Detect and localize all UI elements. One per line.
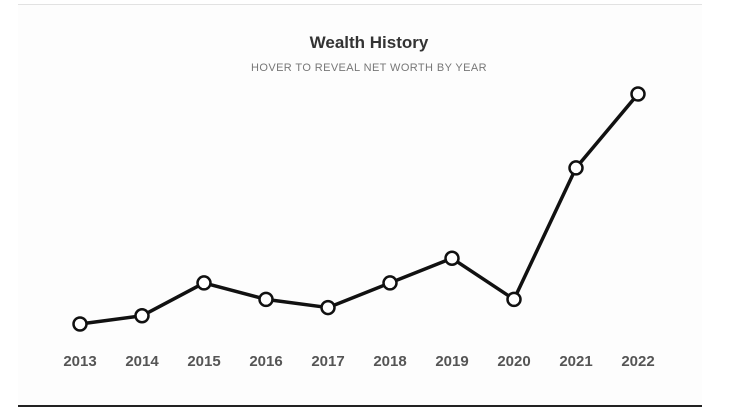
series-line: [78, 92, 640, 326]
x-tick-label-2018: 2018: [373, 353, 406, 370]
x-tick-label-2021: 2021: [559, 353, 592, 370]
data-point-2013[interactable]: [72, 316, 88, 332]
x-axis-tick-labels: 2013 2014 2015 2016 2017 2018 2019 2020 2021 2022: [63, 353, 654, 370]
data-point-2015[interactable]: [196, 275, 212, 291]
x-tick-label-2016: 2016: [249, 353, 282, 370]
data-point-2020[interactable]: [506, 291, 522, 308]
data-point-layer: [72, 86, 646, 332]
series-line-layer: [78, 92, 640, 326]
x-tick-label-2013: 2013: [63, 353, 96, 370]
data-point-2021[interactable]: [568, 160, 584, 176]
x-tick-label-2022: 2022: [621, 353, 654, 370]
data-point-2019[interactable]: [444, 250, 460, 267]
x-tick-label-2019: 2019: [435, 353, 468, 370]
x-tick-label-2014: 2014: [125, 353, 159, 370]
chart-title: Wealth History: [309, 33, 429, 52]
chart-panel: [18, 4, 702, 407]
chart-subtitle: HOVER TO REVEAL NET WORTH BY YEAR: [251, 62, 487, 74]
data-point-2014[interactable]: [134, 308, 150, 324]
x-tick-label-2015: 2015: [187, 353, 220, 370]
x-tick-label-2017: 2017: [311, 353, 344, 370]
data-point-2018[interactable]: [382, 275, 398, 291]
data-point-2017[interactable]: [320, 299, 336, 316]
data-point-2016[interactable]: [258, 291, 274, 308]
data-point-2022[interactable]: [630, 86, 646, 102]
x-tick-label-2020: 2020: [497, 353, 530, 370]
